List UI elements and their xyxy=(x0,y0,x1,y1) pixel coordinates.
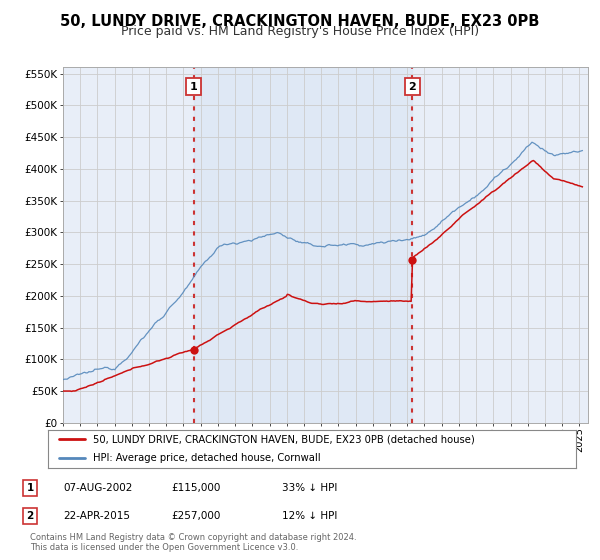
Text: 1: 1 xyxy=(26,483,34,493)
Text: £257,000: £257,000 xyxy=(171,511,220,521)
Text: 2: 2 xyxy=(409,82,416,92)
Text: 50, LUNDY DRIVE, CRACKINGTON HAVEN, BUDE, EX23 0PB: 50, LUNDY DRIVE, CRACKINGTON HAVEN, BUDE… xyxy=(61,14,539,29)
Text: 33% ↓ HPI: 33% ↓ HPI xyxy=(282,483,337,493)
Text: This data is licensed under the Open Government Licence v3.0.: This data is licensed under the Open Gov… xyxy=(30,543,298,552)
Text: HPI: Average price, detached house, Cornwall: HPI: Average price, detached house, Corn… xyxy=(93,453,320,463)
Text: 50, LUNDY DRIVE, CRACKINGTON HAVEN, BUDE, EX23 0PB (detached house): 50, LUNDY DRIVE, CRACKINGTON HAVEN, BUDE… xyxy=(93,434,475,444)
Text: 2: 2 xyxy=(26,511,34,521)
Text: Contains HM Land Registry data © Crown copyright and database right 2024.: Contains HM Land Registry data © Crown c… xyxy=(30,533,356,542)
Text: 12% ↓ HPI: 12% ↓ HPI xyxy=(282,511,337,521)
Text: 07-AUG-2002: 07-AUG-2002 xyxy=(63,483,133,493)
Bar xyxy=(194,67,412,423)
Text: 22-APR-2015: 22-APR-2015 xyxy=(63,511,130,521)
Text: Price paid vs. HM Land Registry's House Price Index (HPI): Price paid vs. HM Land Registry's House … xyxy=(121,25,479,38)
Text: 1: 1 xyxy=(190,82,197,92)
Text: £115,000: £115,000 xyxy=(171,483,220,493)
